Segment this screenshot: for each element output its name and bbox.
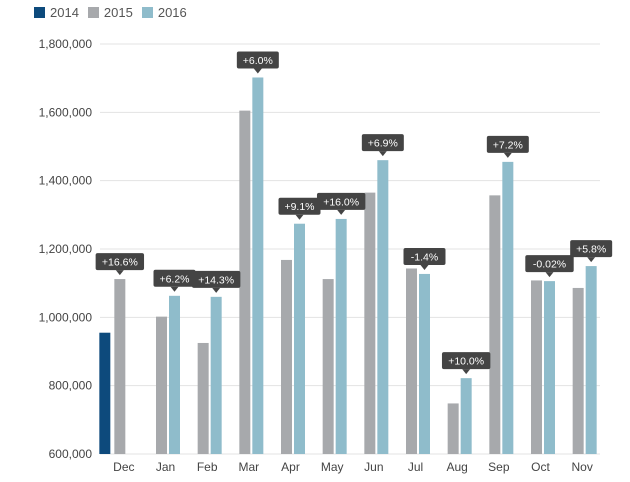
legend-swatch-2014 (34, 7, 45, 18)
callout-box (486, 135, 529, 153)
bar-2016-jul[interactable] (419, 273, 430, 454)
legend-label-2014: 2014 (50, 5, 79, 20)
callout-pointer (115, 270, 124, 276)
bar-2015-jun[interactable] (364, 192, 376, 454)
callout-box (403, 247, 446, 265)
x-tick-label: Feb (197, 460, 218, 474)
callout-label: -1.4% (411, 251, 438, 263)
bar-2016-jan[interactable] (169, 295, 180, 454)
callout-box (278, 197, 321, 215)
callout-pointer (503, 152, 512, 158)
callout-box (361, 134, 404, 152)
chart-legend: 2014 2015 2016 (34, 5, 196, 20)
bar-2015-nov[interactable] (572, 287, 584, 454)
callout-box (191, 270, 241, 288)
callout-label: +5.8% (576, 244, 606, 256)
callout-box (153, 269, 196, 287)
callout-label: +7.2% (493, 139, 523, 151)
legend-item-2015[interactable]: 2015 (87, 5, 133, 20)
callout-label: +16.6% (102, 257, 138, 269)
bar-2015-jan[interactable] (156, 316, 167, 454)
bar-2015-apr[interactable] (281, 259, 292, 454)
bar-2015-aug[interactable] (447, 403, 459, 454)
x-tick-label: Jun (364, 460, 383, 474)
callout-label: +6.2% (159, 273, 189, 285)
callout-label: +6.9% (368, 138, 398, 150)
callout-box (570, 240, 613, 258)
y-tick-label: 1,400,000 (39, 174, 93, 188)
bar-2015-sep[interactable] (489, 195, 501, 454)
y-tick-label: 1,600,000 (39, 105, 93, 119)
callout-label: +14.3% (198, 274, 234, 286)
callout-pointer (420, 264, 429, 270)
y-tick-label: 1,000,000 (39, 310, 93, 324)
x-tick-label: Nov (571, 460, 592, 474)
callout-pointer (170, 286, 179, 292)
callout-label: +10.0% (448, 356, 484, 368)
legend-item-2014[interactable]: 2014 (34, 5, 79, 20)
callout-pointer (462, 369, 471, 375)
callout-pointer (545, 272, 554, 278)
bar-2015-jul[interactable] (406, 268, 417, 454)
bar-2016-aug[interactable] (460, 378, 472, 454)
callout-pointer (253, 68, 262, 74)
legend-swatch-2015 (87, 7, 99, 18)
x-tick-label: Jul (408, 460, 423, 474)
x-tick-label: Apr (281, 460, 300, 474)
callout-pointer (378, 151, 387, 157)
x-tick-label: Mar (238, 460, 259, 474)
callout-box (236, 51, 279, 69)
bar-2015-oct[interactable] (531, 280, 542, 454)
callout-label: +6.0% (243, 55, 273, 67)
bar-2016-apr[interactable] (294, 223, 305, 454)
x-tick-label: Jan (156, 460, 175, 474)
bar-2015-mar[interactable] (239, 110, 251, 454)
bar-2016-feb[interactable] (210, 296, 222, 454)
callout-label: -0.02% (533, 259, 566, 271)
y-tick-label: 1,200,000 (39, 242, 93, 256)
callout-label: +16.0% (323, 196, 359, 208)
legend-swatch-2016 (141, 7, 153, 18)
callout-pointer (212, 287, 221, 293)
bar-2015-may[interactable] (322, 279, 334, 454)
bar-2014-dec[interactable] (99, 332, 111, 454)
callout-box (441, 352, 491, 370)
x-tick-label: Sep (488, 460, 510, 474)
legend-item-2016[interactable]: 2016 (141, 5, 187, 20)
legend-label-2016: 2016 (157, 5, 187, 20)
x-tick-label: Oct (531, 460, 550, 474)
callout-box (316, 192, 366, 210)
x-tick-label: Dec (113, 460, 134, 474)
bar-2016-sep[interactable] (502, 161, 514, 454)
y-tick-label: 1,800,000 (39, 37, 93, 51)
bar-2016-nov[interactable] (585, 266, 597, 454)
legend-label-2015: 2015 (103, 5, 133, 20)
x-tick-label: May (321, 460, 344, 474)
callout-pointer (295, 214, 304, 220)
x-tick-label: Aug (446, 460, 467, 474)
bar-2016-may[interactable] (335, 218, 347, 454)
y-tick-label: 800,000 (49, 379, 93, 393)
bar-2015-feb[interactable] (197, 342, 209, 454)
bar-2016-jun[interactable] (377, 160, 389, 454)
bar-2016-mar[interactable] (252, 77, 264, 454)
callout-pointer (337, 209, 346, 215)
callout-pointer (587, 257, 596, 263)
bar-2015-dec[interactable] (114, 279, 126, 454)
callout-box (95, 253, 145, 271)
bar-2016-oct[interactable] (544, 281, 555, 454)
callout-box (525, 255, 574, 273)
callout-label: +9.1% (284, 201, 314, 213)
y-tick-label: 600,000 (49, 447, 93, 461)
